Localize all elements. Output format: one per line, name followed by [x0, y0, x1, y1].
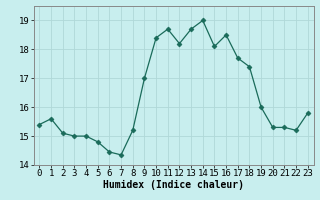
X-axis label: Humidex (Indice chaleur): Humidex (Indice chaleur) [103, 180, 244, 190]
